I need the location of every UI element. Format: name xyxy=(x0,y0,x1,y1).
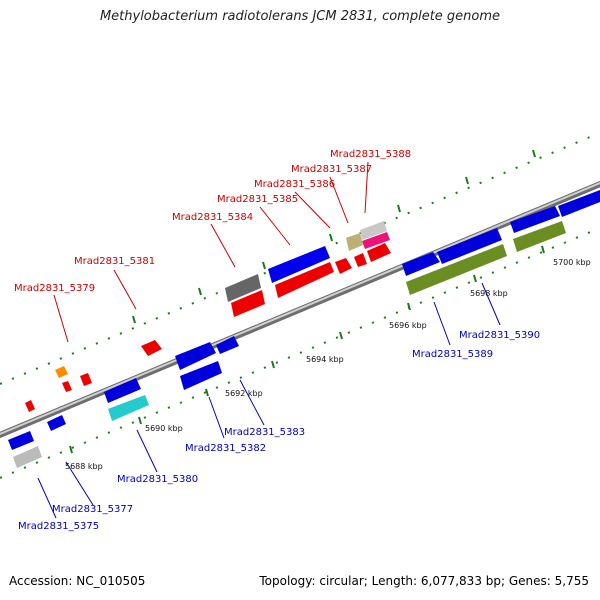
scale-label: 5700 kbp xyxy=(553,258,591,267)
gene-label: Mrad2831_5383 xyxy=(224,427,305,438)
major-ticks-outer xyxy=(132,149,536,324)
map-title: Methylobacterium radiotolerans JCM 2831,… xyxy=(99,9,501,24)
gene-label: Mrad2831_5377 xyxy=(52,504,133,515)
feature-red xyxy=(231,290,265,317)
forward-leaders xyxy=(53,161,369,343)
gene-label: Mrad2831_5380 xyxy=(117,474,198,485)
feature-red xyxy=(335,258,352,274)
gene-label: Mrad2831_5375 xyxy=(18,521,99,532)
gene-label: Mrad2831_5390 xyxy=(459,330,540,341)
feature-red xyxy=(367,243,391,262)
feature-blue xyxy=(175,342,216,370)
feature-gray xyxy=(225,274,261,302)
feature-red xyxy=(80,373,92,386)
tick-track-outer xyxy=(0,136,591,385)
feature-pink xyxy=(362,232,390,249)
forward-features xyxy=(25,221,391,412)
gene-label: Mrad2831_5379 xyxy=(14,283,95,294)
feature-blue xyxy=(104,378,141,403)
feature-olive xyxy=(513,221,566,252)
gene-label: Mrad2831_5387 xyxy=(291,164,372,175)
reverse-gene-labels: Mrad2831_5375 Mrad2831_5377 Mrad2831_538… xyxy=(18,330,540,532)
genome-backbone xyxy=(0,180,600,439)
feature-silver xyxy=(13,446,42,468)
feature-red xyxy=(25,400,35,412)
topology-text: Topology: circular; Length: 6,077,833 bp… xyxy=(259,574,589,588)
gene-label: Mrad2831_5381 xyxy=(74,256,155,267)
feature-red xyxy=(275,262,334,298)
tick-track-inner xyxy=(0,227,600,479)
forward-gene-labels: Mrad2831_5379 Mrad2831_5381 Mrad2831_538… xyxy=(14,149,411,294)
feature-red xyxy=(62,381,72,392)
reverse-features xyxy=(8,190,600,468)
accession-text: Accession: NC_010505 xyxy=(9,574,146,588)
feature-cyan xyxy=(108,395,149,421)
reverse-leaders xyxy=(37,282,501,519)
feature-olive xyxy=(406,244,507,295)
scale-label: 5690 kbp xyxy=(145,424,183,433)
gene-label: Mrad2831_5384 xyxy=(172,212,253,223)
scale-label: 5698 kbp xyxy=(470,289,508,298)
scale-label: 5694 kbp xyxy=(306,355,344,364)
feature-blue xyxy=(510,206,560,233)
feature-tan xyxy=(346,233,363,251)
feature-red xyxy=(354,253,367,267)
gene-label: Mrad2831_5385 xyxy=(217,194,298,205)
scale-labels: 5688 kbp 5690 kbp 5692 kbp 5694 kbp 5696… xyxy=(65,258,591,471)
gene-label: Mrad2831_5382 xyxy=(185,443,266,454)
gene-label: Mrad2831_5386 xyxy=(254,179,335,190)
feature-blue xyxy=(180,361,222,390)
scale-label: 5692 kbp xyxy=(225,389,263,398)
scale-label: 5696 kbp xyxy=(389,321,427,330)
feature-blue xyxy=(437,228,502,264)
feature-blue xyxy=(402,252,440,276)
gene-label: Mrad2831_5388 xyxy=(330,149,411,160)
feature-blue xyxy=(268,246,330,283)
feature-blue xyxy=(558,190,600,217)
feature-blue xyxy=(47,415,66,431)
feature-red xyxy=(141,340,162,356)
feature-blue xyxy=(216,336,239,354)
feature-blue xyxy=(8,431,34,450)
major-ticks-inner xyxy=(69,245,545,454)
feature-silver xyxy=(360,221,387,240)
gene-label: Mrad2831_5389 xyxy=(412,349,493,360)
feature-orange xyxy=(55,366,68,378)
scale-label: 5688 kbp xyxy=(65,462,103,471)
